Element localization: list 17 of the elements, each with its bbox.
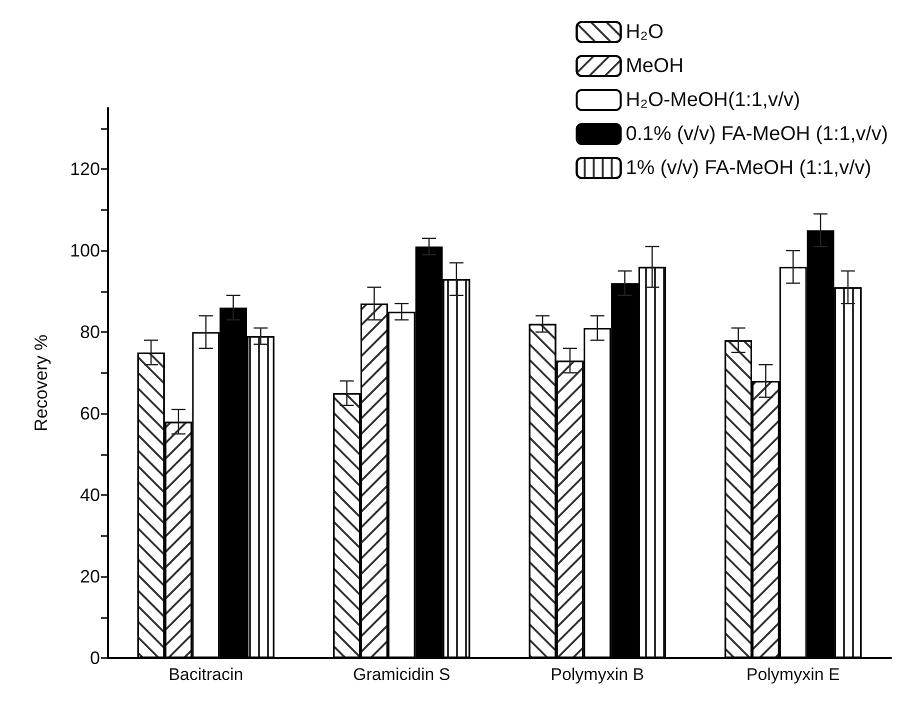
y-tick-label: 100 xyxy=(70,240,100,261)
x-tick-label: Gramicidin S xyxy=(352,665,450,684)
x-tick-label: Bacitracin xyxy=(168,665,244,684)
legend-label: H₂O-MeOH(1:1,v/v) xyxy=(626,89,800,111)
x-tick-label: Polymyxin E xyxy=(746,665,840,684)
y-axis-title: Recovery % xyxy=(31,334,51,432)
x-tick-label: Polymyxin B xyxy=(550,665,644,684)
y-tick-label: 80 xyxy=(80,322,100,342)
y-tick-label: 20 xyxy=(80,566,100,587)
y-tick-label: 120 xyxy=(70,159,100,180)
legend-label: H₂O xyxy=(626,21,664,43)
legend-label: 1% (v/v) FA-MeOH (1:1,v/v) xyxy=(626,157,872,179)
y-tick-label: 60 xyxy=(80,404,100,424)
legend-label: 0.1% (v/v) FA-MeOH (1:1,v/v) xyxy=(626,123,888,145)
legend-label: MeOH xyxy=(626,55,684,77)
y-tick-label: 40 xyxy=(80,485,100,506)
y-tick-label: 0 xyxy=(90,648,100,668)
